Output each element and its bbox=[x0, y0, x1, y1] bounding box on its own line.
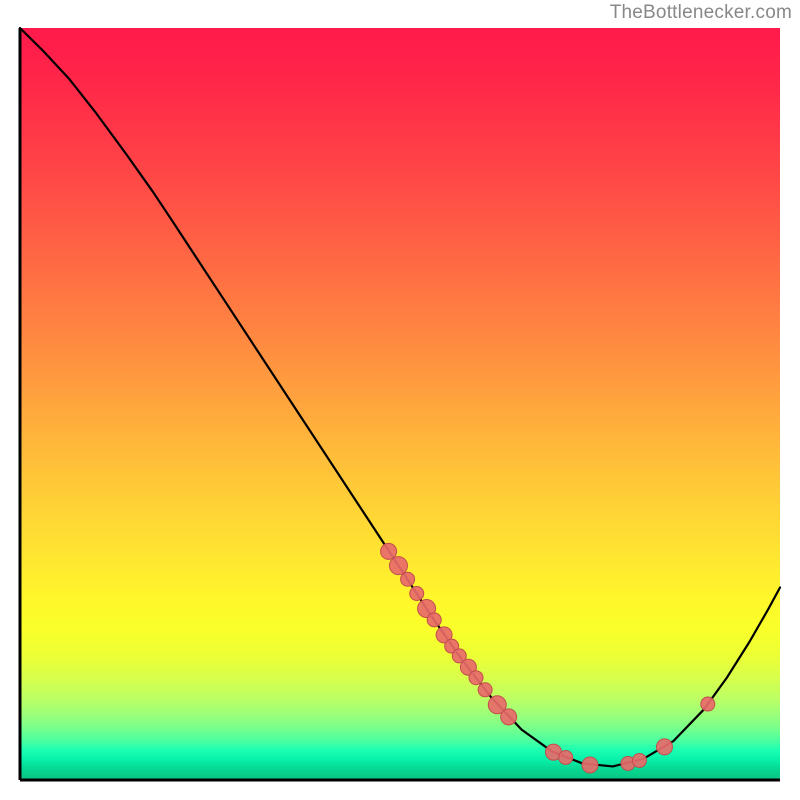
axes-layer bbox=[20, 28, 780, 780]
chart-container: TheBottlenecker.com bbox=[0, 0, 800, 800]
attribution-text: TheBottlenecker.com bbox=[610, 2, 792, 24]
plot-area bbox=[20, 28, 780, 780]
